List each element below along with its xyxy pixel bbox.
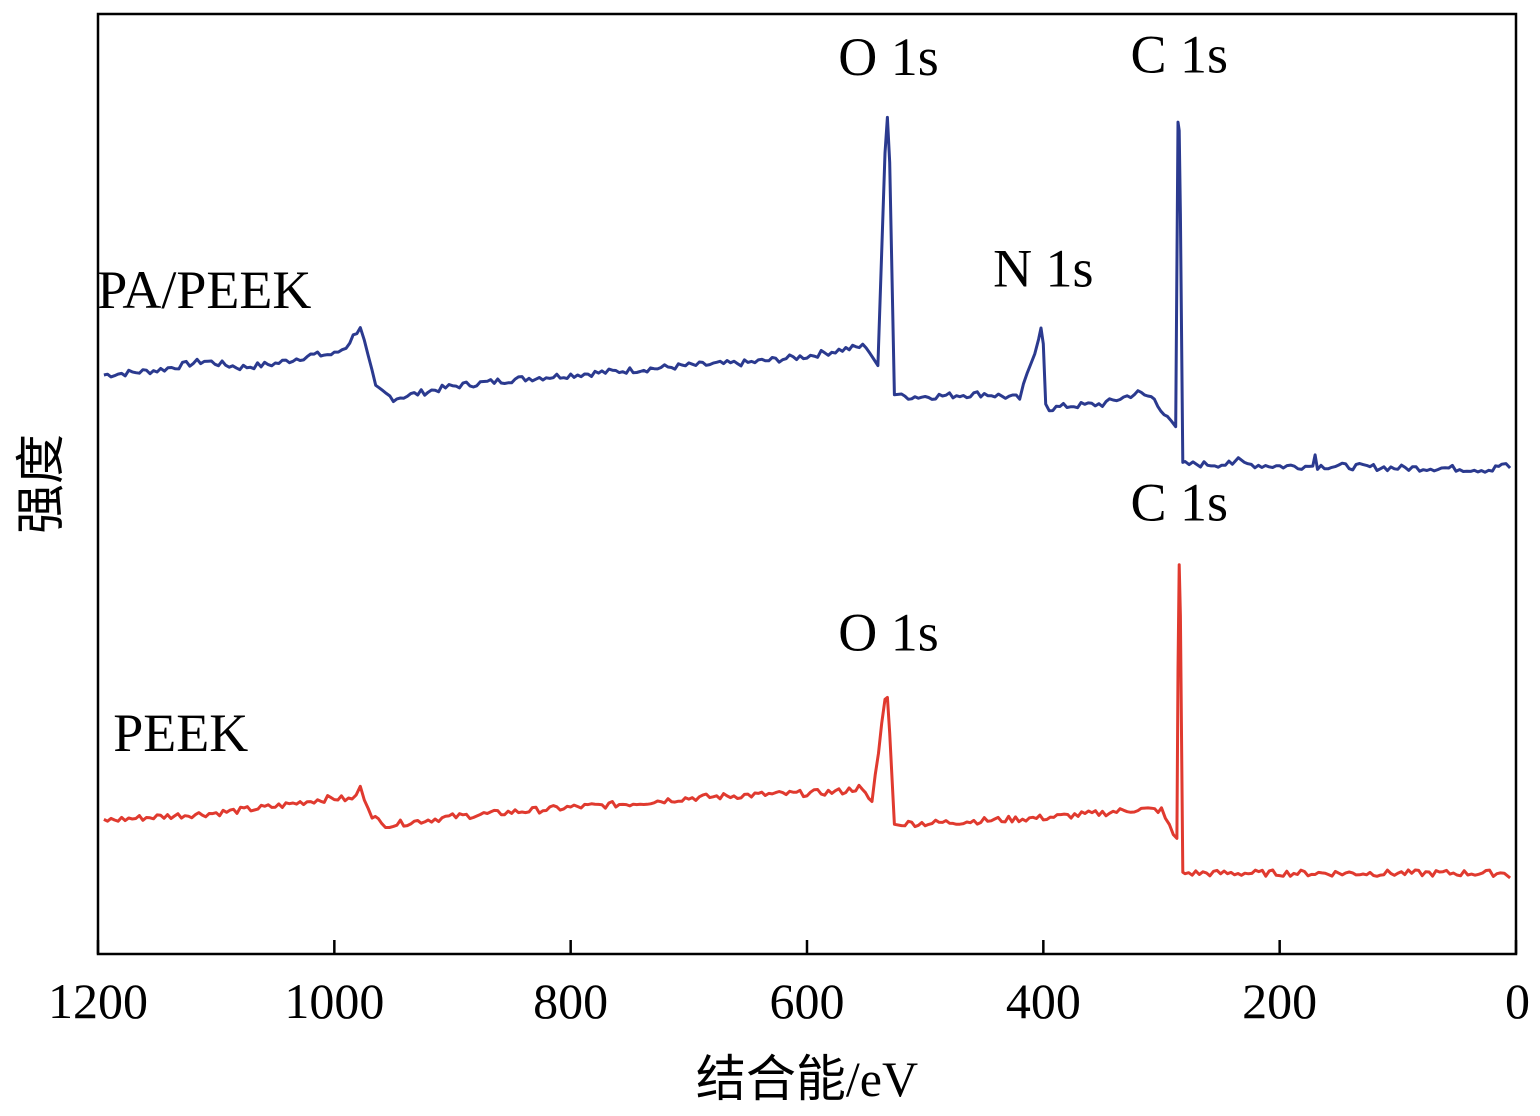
x-tick-label-0: 0 (1505, 973, 1530, 1029)
x-tick-label-200: 200 (1242, 973, 1317, 1029)
peak-label-peek-c-1s: C 1s (1130, 473, 1228, 533)
x-tick-label-800: 800 (533, 973, 608, 1029)
x-axis-tick-labels: 1200 1000 800 600 400 200 0 (48, 973, 1530, 1029)
series-lines (103, 115, 1512, 880)
x-tick-label-400: 400 (1006, 973, 1081, 1029)
x-tick-label-600: 600 (770, 973, 845, 1029)
annotations: O 1s N 1s C 1s C 1s O 1s PA/PEEK PEEK (97, 24, 1228, 763)
peak-label-pa-peek-o-1s: O 1s (838, 27, 939, 87)
x-tick-label-1200: 1200 (48, 973, 148, 1029)
peak-label-pa-peek-n-1s: N 1s (993, 239, 1094, 299)
y-axis-label: 强度 (13, 434, 69, 534)
x-axis-label: 结合能/eV (696, 1051, 918, 1107)
series-label-pa-peek-pa-peek: PA/PEEK (97, 260, 311, 320)
plot-frame (96, 12, 1518, 956)
x-axis-ticks (96, 940, 1518, 954)
peak-label-pa-peek-c-1s: C 1s (1130, 24, 1228, 84)
x-tick-label-1000: 1000 (284, 973, 384, 1029)
series-line-peek (103, 563, 1512, 880)
series-line-pa-peek (103, 115, 1512, 474)
peak-label-peek-o-1s: O 1s (838, 602, 939, 662)
series-label-peek-peek: PEEK (113, 703, 248, 763)
